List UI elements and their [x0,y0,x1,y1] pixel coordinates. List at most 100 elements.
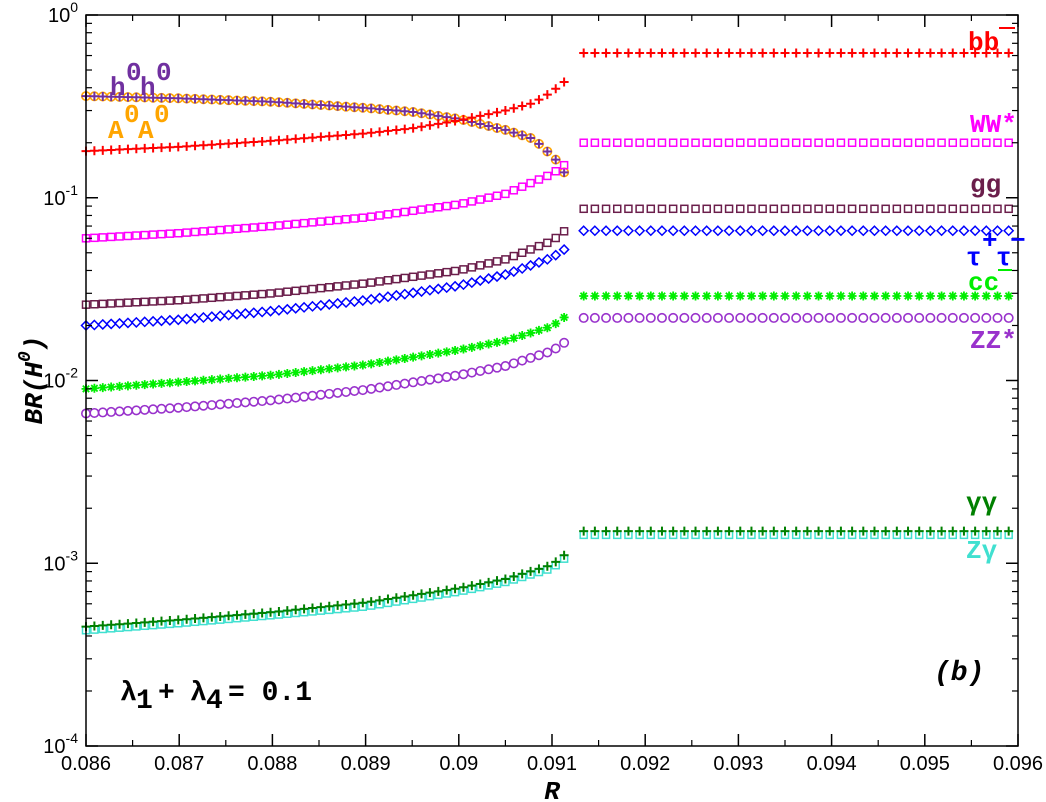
data-point [534,95,544,105]
data-point [892,526,902,536]
data-point [533,350,544,361]
data-point [847,291,857,301]
series-label-bb: bb [968,27,1015,58]
data-point [914,204,924,214]
data-point [891,225,903,237]
data-point [1004,204,1013,214]
data-point [206,400,217,411]
series-label-a0a0: A 0 A 0 [108,100,170,146]
data-point [517,569,527,579]
data-point [425,350,435,360]
data-point [89,407,100,418]
data-point [257,396,268,407]
data-point [589,312,600,323]
data-point [689,225,702,237]
data-point [375,211,384,220]
data-point [959,48,969,58]
data-point [542,146,552,156]
data-point [690,312,701,323]
data-point [392,208,401,218]
data-point [215,95,225,105]
x-tick-label: 0.088 [247,753,297,775]
data-point [417,108,427,118]
data-point [139,404,150,415]
data-point [926,204,935,214]
data-point [1004,291,1014,301]
data-point [475,195,485,204]
data-point [509,103,519,113]
data-point [358,279,368,288]
data-point [315,389,326,400]
data-point [282,98,292,108]
data-point [475,119,485,129]
data-point [257,222,267,232]
data-point [992,48,1002,58]
data-point [249,372,259,382]
data-point [634,225,646,237]
svg-text:= 0.1: = 0.1 [228,678,312,709]
data-point [590,48,600,58]
data-point [701,312,712,323]
data-point [425,588,435,598]
data-point [858,291,868,301]
svg-text:τ: τ [966,243,982,273]
data-point [735,291,745,301]
data-point [131,380,141,390]
x-axis-title: R [544,777,560,802]
data-point [274,369,284,379]
data-point [635,138,644,147]
data-point [746,312,757,323]
data-point [768,312,779,323]
data-point [132,231,141,240]
data-point [926,138,935,147]
data-point [475,261,485,270]
data-point [408,206,418,216]
data-point [645,312,656,323]
data-point [869,291,879,301]
data-point [847,526,857,536]
data-point [836,138,846,147]
data-point [646,291,656,301]
data-point [499,268,511,281]
data-point [903,526,913,536]
data-point [701,225,713,237]
data-point [814,48,824,58]
data-point [802,48,812,58]
data-point [668,291,678,301]
data-point [657,138,667,147]
data-point [634,312,645,323]
data-point [657,291,667,301]
data-point [769,138,779,147]
data-point [424,284,436,296]
data-point [358,103,368,113]
data-point [936,225,948,237]
data-point [232,138,242,148]
svg-text:0: 0 [124,100,140,130]
data-point [341,281,351,290]
data-point [1003,312,1014,323]
data-point [814,204,823,214]
x-tick-label: 0.094 [807,753,857,775]
data-point [1004,138,1013,147]
data-point [881,138,890,147]
data-point [232,224,242,234]
data-point [542,561,552,571]
data-point [457,279,470,291]
data-point [881,526,891,536]
data-point [375,127,385,137]
data-point [551,166,560,176]
data-point [509,128,519,138]
data-point [780,48,790,58]
data-point [558,244,570,256]
data-point [892,291,902,301]
data-point [467,581,477,591]
data-point [746,526,756,536]
data-point [299,133,309,143]
data-point [400,273,409,283]
data-point [622,225,634,237]
data-point [156,378,166,388]
data-point [299,367,309,377]
data-point [224,373,234,383]
data-point [450,266,460,276]
data-point [147,315,159,327]
